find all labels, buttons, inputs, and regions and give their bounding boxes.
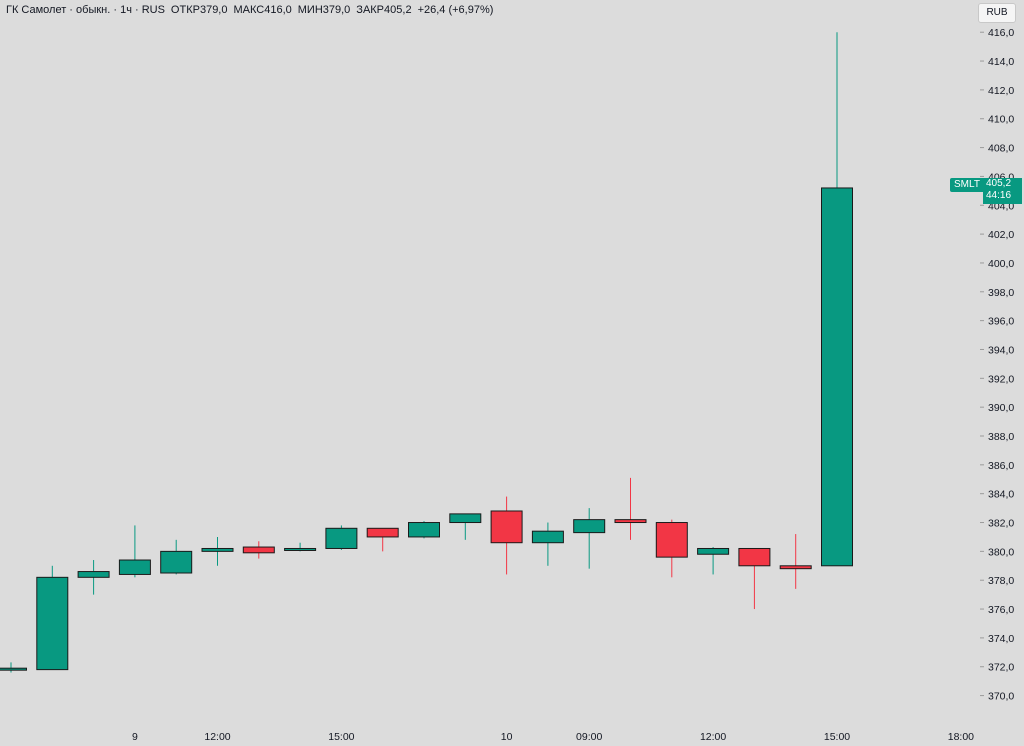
- candle-body: [697, 547, 730, 555]
- candles: [0, 32, 853, 673]
- y-tick-label: 380,0: [988, 546, 1014, 558]
- candle-body: [36, 576, 69, 671]
- price-axis: 370,0 372,0 374,0 376,0 378,0 380,0 382,0 384,0…: [980, 27, 1014, 703]
- x-tick-label: 12:00: [700, 731, 726, 743]
- y-tick-label: 388,0: [988, 431, 1014, 443]
- candle-body: [408, 522, 440, 538]
- currency-button[interactable]: RUB: [978, 3, 1016, 23]
- x-tick-label: 10: [501, 731, 513, 743]
- candle-body: [366, 527, 399, 538]
- y-tick-label: 402,0: [988, 229, 1014, 241]
- time-axis: 9 12:00 15:00 10 09:00 12:00 15:00 18:00: [132, 731, 974, 743]
- candle-body: [284, 547, 317, 551]
- bar-countdown: 44:16: [986, 190, 1012, 201]
- candle-body: [449, 513, 482, 524]
- candle-body: [77, 571, 110, 578]
- x-tick-label: 9: [132, 731, 138, 743]
- x-tick-label: 15:00: [824, 731, 850, 743]
- candle-body: [779, 565, 812, 570]
- y-tick-label: 414,0: [988, 56, 1014, 68]
- candle-body: [821, 187, 853, 567]
- y-tick-label: 398,0: [988, 287, 1014, 299]
- y-tick-label: 394,0: [988, 344, 1014, 356]
- y-tick-label: 370,0: [988, 691, 1014, 703]
- y-tick-label: 372,0: [988, 662, 1014, 674]
- candle-body: [655, 522, 688, 558]
- y-tick-label: 374,0: [988, 633, 1014, 645]
- last-price: 405,2: [986, 178, 1012, 189]
- y-tick-label: 396,0: [988, 316, 1014, 328]
- low-value: 379,0: [322, 4, 351, 16]
- candle-body: [160, 550, 193, 574]
- close-label: ЗАКР: [356, 4, 385, 16]
- candle-body: [118, 559, 151, 575]
- high-value: 416,0: [264, 4, 292, 16]
- high-label: МАКС: [233, 4, 265, 16]
- x-tick-label: 18:00: [948, 731, 974, 743]
- open-label: ОТКР: [170, 4, 200, 16]
- low-label: МИН: [297, 4, 323, 16]
- y-tick-label: 416,0: [988, 27, 1014, 39]
- change-value: +26,4 (+6,97%): [417, 4, 494, 16]
- candle-body: [531, 530, 564, 544]
- y-tick-label: 410,0: [988, 114, 1014, 126]
- y-tick-label: 392,0: [988, 373, 1014, 385]
- candle-body: [614, 519, 647, 524]
- candle-body: [0, 667, 27, 671]
- y-tick-label: 390,0: [988, 402, 1014, 414]
- chart-legend: ГК Самолет · обыкн. · 1ч · RUS ОТКР379,0 М…: [6, 4, 499, 16]
- y-tick-label: 384,0: [988, 489, 1014, 501]
- close-value: 405,2: [384, 4, 412, 16]
- x-tick-label: 09:00: [576, 731, 602, 743]
- y-tick-label: 378,0: [988, 575, 1014, 587]
- symbol-title: ГК Самолет · обыкн. · 1ч · RUS: [6, 4, 165, 16]
- x-tick-label: 15:00: [328, 731, 354, 743]
- last-price-tag: 405,2 44:16: [983, 178, 1022, 204]
- candle-body: [242, 546, 275, 554]
- x-tick-label: 12:00: [204, 731, 230, 743]
- candle-body: [325, 527, 358, 549]
- open-value: 379,0: [199, 4, 228, 16]
- y-tick-label: 400,0: [988, 258, 1014, 270]
- y-tick-label: 386,0: [988, 460, 1014, 472]
- candle-body: [738, 547, 771, 567]
- candle-body: [201, 547, 234, 552]
- y-tick-label: 412,0: [988, 85, 1014, 97]
- y-tick-label: 382,0: [988, 518, 1014, 530]
- y-tick-label: 376,0: [988, 604, 1014, 616]
- y-tick-label: 408,0: [988, 143, 1014, 155]
- ticker-tag: SMLT: [950, 178, 984, 192]
- candle-body: [490, 510, 523, 544]
- candle-body: [573, 519, 606, 534]
